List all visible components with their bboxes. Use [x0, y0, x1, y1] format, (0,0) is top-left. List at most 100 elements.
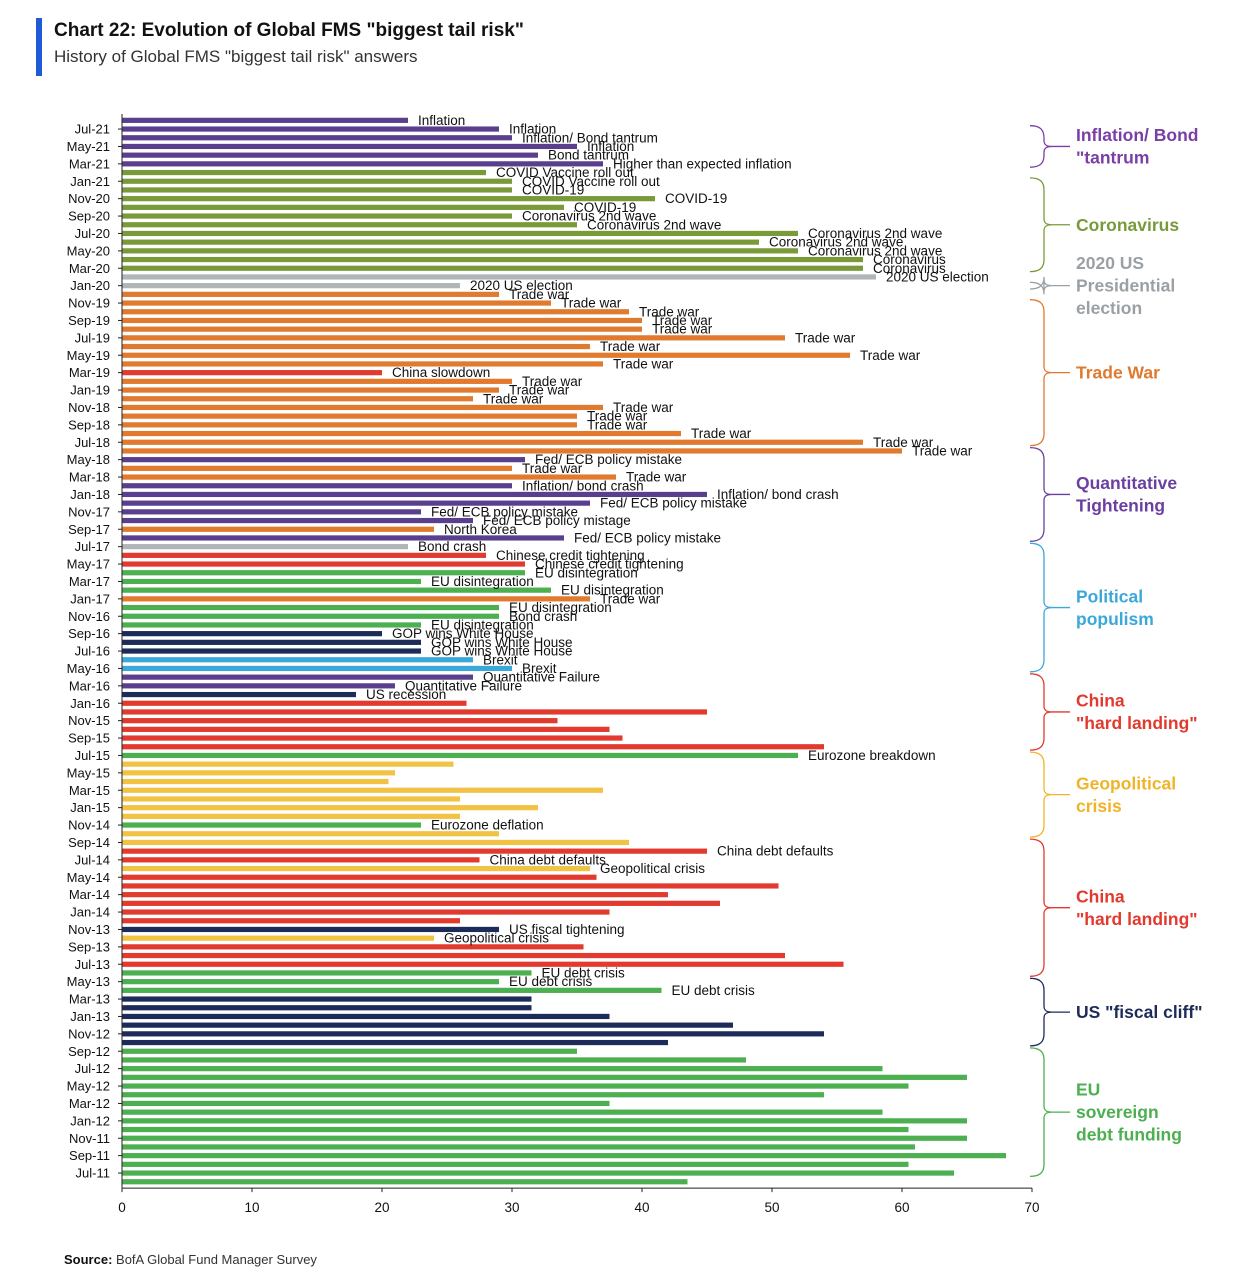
- title-block: Chart 22: Evolution of Global FMS "bigge…: [36, 18, 524, 76]
- y-tick-label: May-12: [67, 1079, 110, 1094]
- bar-dec-19: [122, 291, 499, 297]
- bar-jan-12: [122, 1118, 967, 1124]
- bar-jan-13: [122, 1013, 610, 1020]
- group-brace: [1029, 299, 1053, 447]
- y-tick-label: Nov-18: [68, 400, 110, 415]
- y-tick-label: Jul-12: [75, 1061, 110, 1076]
- group-brace: [1029, 276, 1053, 295]
- group-label: Coronavirus: [1076, 215, 1179, 235]
- bar-label: Inflation: [587, 139, 634, 154]
- bar-label: Trade war: [860, 348, 921, 363]
- bar-aug-18: [122, 430, 681, 437]
- bar-mar-18: [122, 474, 616, 480]
- bar-apr-18: [122, 465, 512, 471]
- bar-mar-20: [122, 265, 863, 271]
- bar-label: COVID-19: [522, 182, 584, 197]
- bar-label: Eurozone deflation: [431, 818, 544, 833]
- y-tick-label: May-14: [67, 870, 110, 885]
- bar-apr-14: [122, 883, 779, 889]
- source-text: BofA Global Fund Manager Survey: [116, 1252, 317, 1267]
- y-tick-label: Jul-20: [75, 226, 110, 241]
- bar-may-20: [122, 248, 798, 254]
- bar-jul-13: [122, 961, 844, 967]
- bar-label: Coronavirus 2nd wave: [808, 243, 942, 258]
- bar-sep-16: [122, 631, 382, 637]
- bar-jun-18: [122, 448, 902, 454]
- group-label: Quantitative: [1076, 473, 1177, 493]
- y-tick-label: May-21: [67, 139, 110, 154]
- source-note: Source: BofA Global Fund Manager Survey: [64, 1252, 317, 1267]
- bar-oct-20: [122, 204, 564, 210]
- bar-apr-20: [122, 256, 863, 263]
- bar-label: Trade war: [509, 383, 570, 398]
- bar-apr-13: [122, 987, 662, 993]
- bar-mar-17: [122, 578, 421, 585]
- bar-label: Brexit: [522, 661, 557, 676]
- bar-label: Inflation: [418, 113, 465, 128]
- x-tick-label: 70: [1024, 1200, 1039, 1215]
- x-tick-label: 10: [244, 1200, 259, 1215]
- bar-feb-18: [122, 483, 512, 489]
- y-tick-label: Nov-17: [68, 504, 110, 519]
- bar-jun-12: [122, 1074, 967, 1080]
- bar-sep-11: [122, 1153, 1006, 1159]
- bar-label: China slowdown: [392, 365, 490, 380]
- bar-label: Trade war: [639, 304, 700, 319]
- bar-label: Trade war: [600, 591, 661, 606]
- bar-oct-11: [122, 1144, 915, 1150]
- bar-label: GOP wins White House: [431, 635, 573, 650]
- bar-label: Trade war: [652, 322, 713, 337]
- group-brace: [1029, 177, 1053, 273]
- bar-dec-20: [122, 187, 512, 193]
- group-label: Trade War: [1076, 363, 1160, 383]
- bar-oct-18: [122, 413, 577, 419]
- bar-jul-21: [122, 126, 499, 132]
- group-label: sovereign: [1076, 1102, 1159, 1122]
- bar-label: EU disintegration: [509, 600, 612, 615]
- bar-jul-19: [122, 335, 785, 341]
- y-tick-label: Mar-14: [69, 887, 110, 902]
- bar-label: EU disintegration: [431, 574, 534, 589]
- y-tick-label: Nov-11: [69, 1131, 110, 1146]
- group-brace: [1029, 542, 1053, 673]
- bar-label: US recession: [366, 687, 446, 702]
- bar-label: Bond crash: [509, 609, 577, 624]
- bar-feb-15: [122, 796, 460, 802]
- y-tick-label: Sep-20: [68, 209, 110, 224]
- bar-oct-16: [122, 622, 421, 628]
- bar-label: Inflation: [509, 122, 556, 137]
- y-tick-label: Sep-12: [68, 1044, 110, 1059]
- bar-label: Fed/ ECB policy mistake: [431, 504, 578, 519]
- y-tick-label: Jul-11: [76, 1166, 110, 1181]
- bar-nov-17: [122, 509, 421, 515]
- bar-jun-16: [122, 657, 473, 663]
- bar-label: Bond crash: [418, 539, 486, 554]
- bar-aug-19: [122, 326, 642, 332]
- bar-mar-12: [122, 1100, 610, 1107]
- y-tick-label: Jul-13: [75, 957, 110, 972]
- y-tick-label: Nov-14: [68, 818, 110, 833]
- y-tick-label: Jul-16: [75, 644, 110, 659]
- chart-title: Chart 22: Evolution of Global FMS "bigge…: [54, 20, 524, 41]
- bar-jun-17: [122, 552, 486, 558]
- bar-mar-15: [122, 787, 603, 793]
- x-tick-label: 50: [764, 1200, 779, 1215]
- y-tick-label: Mar-15: [69, 783, 110, 798]
- bar-label: Trade war: [652, 313, 713, 328]
- bar-mar-14: [122, 892, 668, 898]
- group-label: China: [1076, 691, 1125, 711]
- bar-label: Brexit: [483, 652, 518, 667]
- bar-jun-19: [122, 343, 590, 350]
- bar-oct-13: [122, 935, 434, 941]
- bar-mar-16: [122, 683, 395, 689]
- bar-apr-21: [122, 152, 538, 158]
- bar-label: Trade war: [873, 435, 934, 450]
- y-tick-label: Mar-19: [69, 365, 110, 380]
- group-label: Presidential: [1076, 276, 1175, 296]
- bar-oct-17: [122, 517, 473, 524]
- x-tick-label: 20: [374, 1200, 389, 1215]
- y-tick-label: May-18: [67, 452, 110, 467]
- y-tick-label: Mar-12: [69, 1096, 110, 1111]
- bar-may-13: [122, 979, 499, 985]
- y-tick-label: Mar-17: [69, 574, 110, 589]
